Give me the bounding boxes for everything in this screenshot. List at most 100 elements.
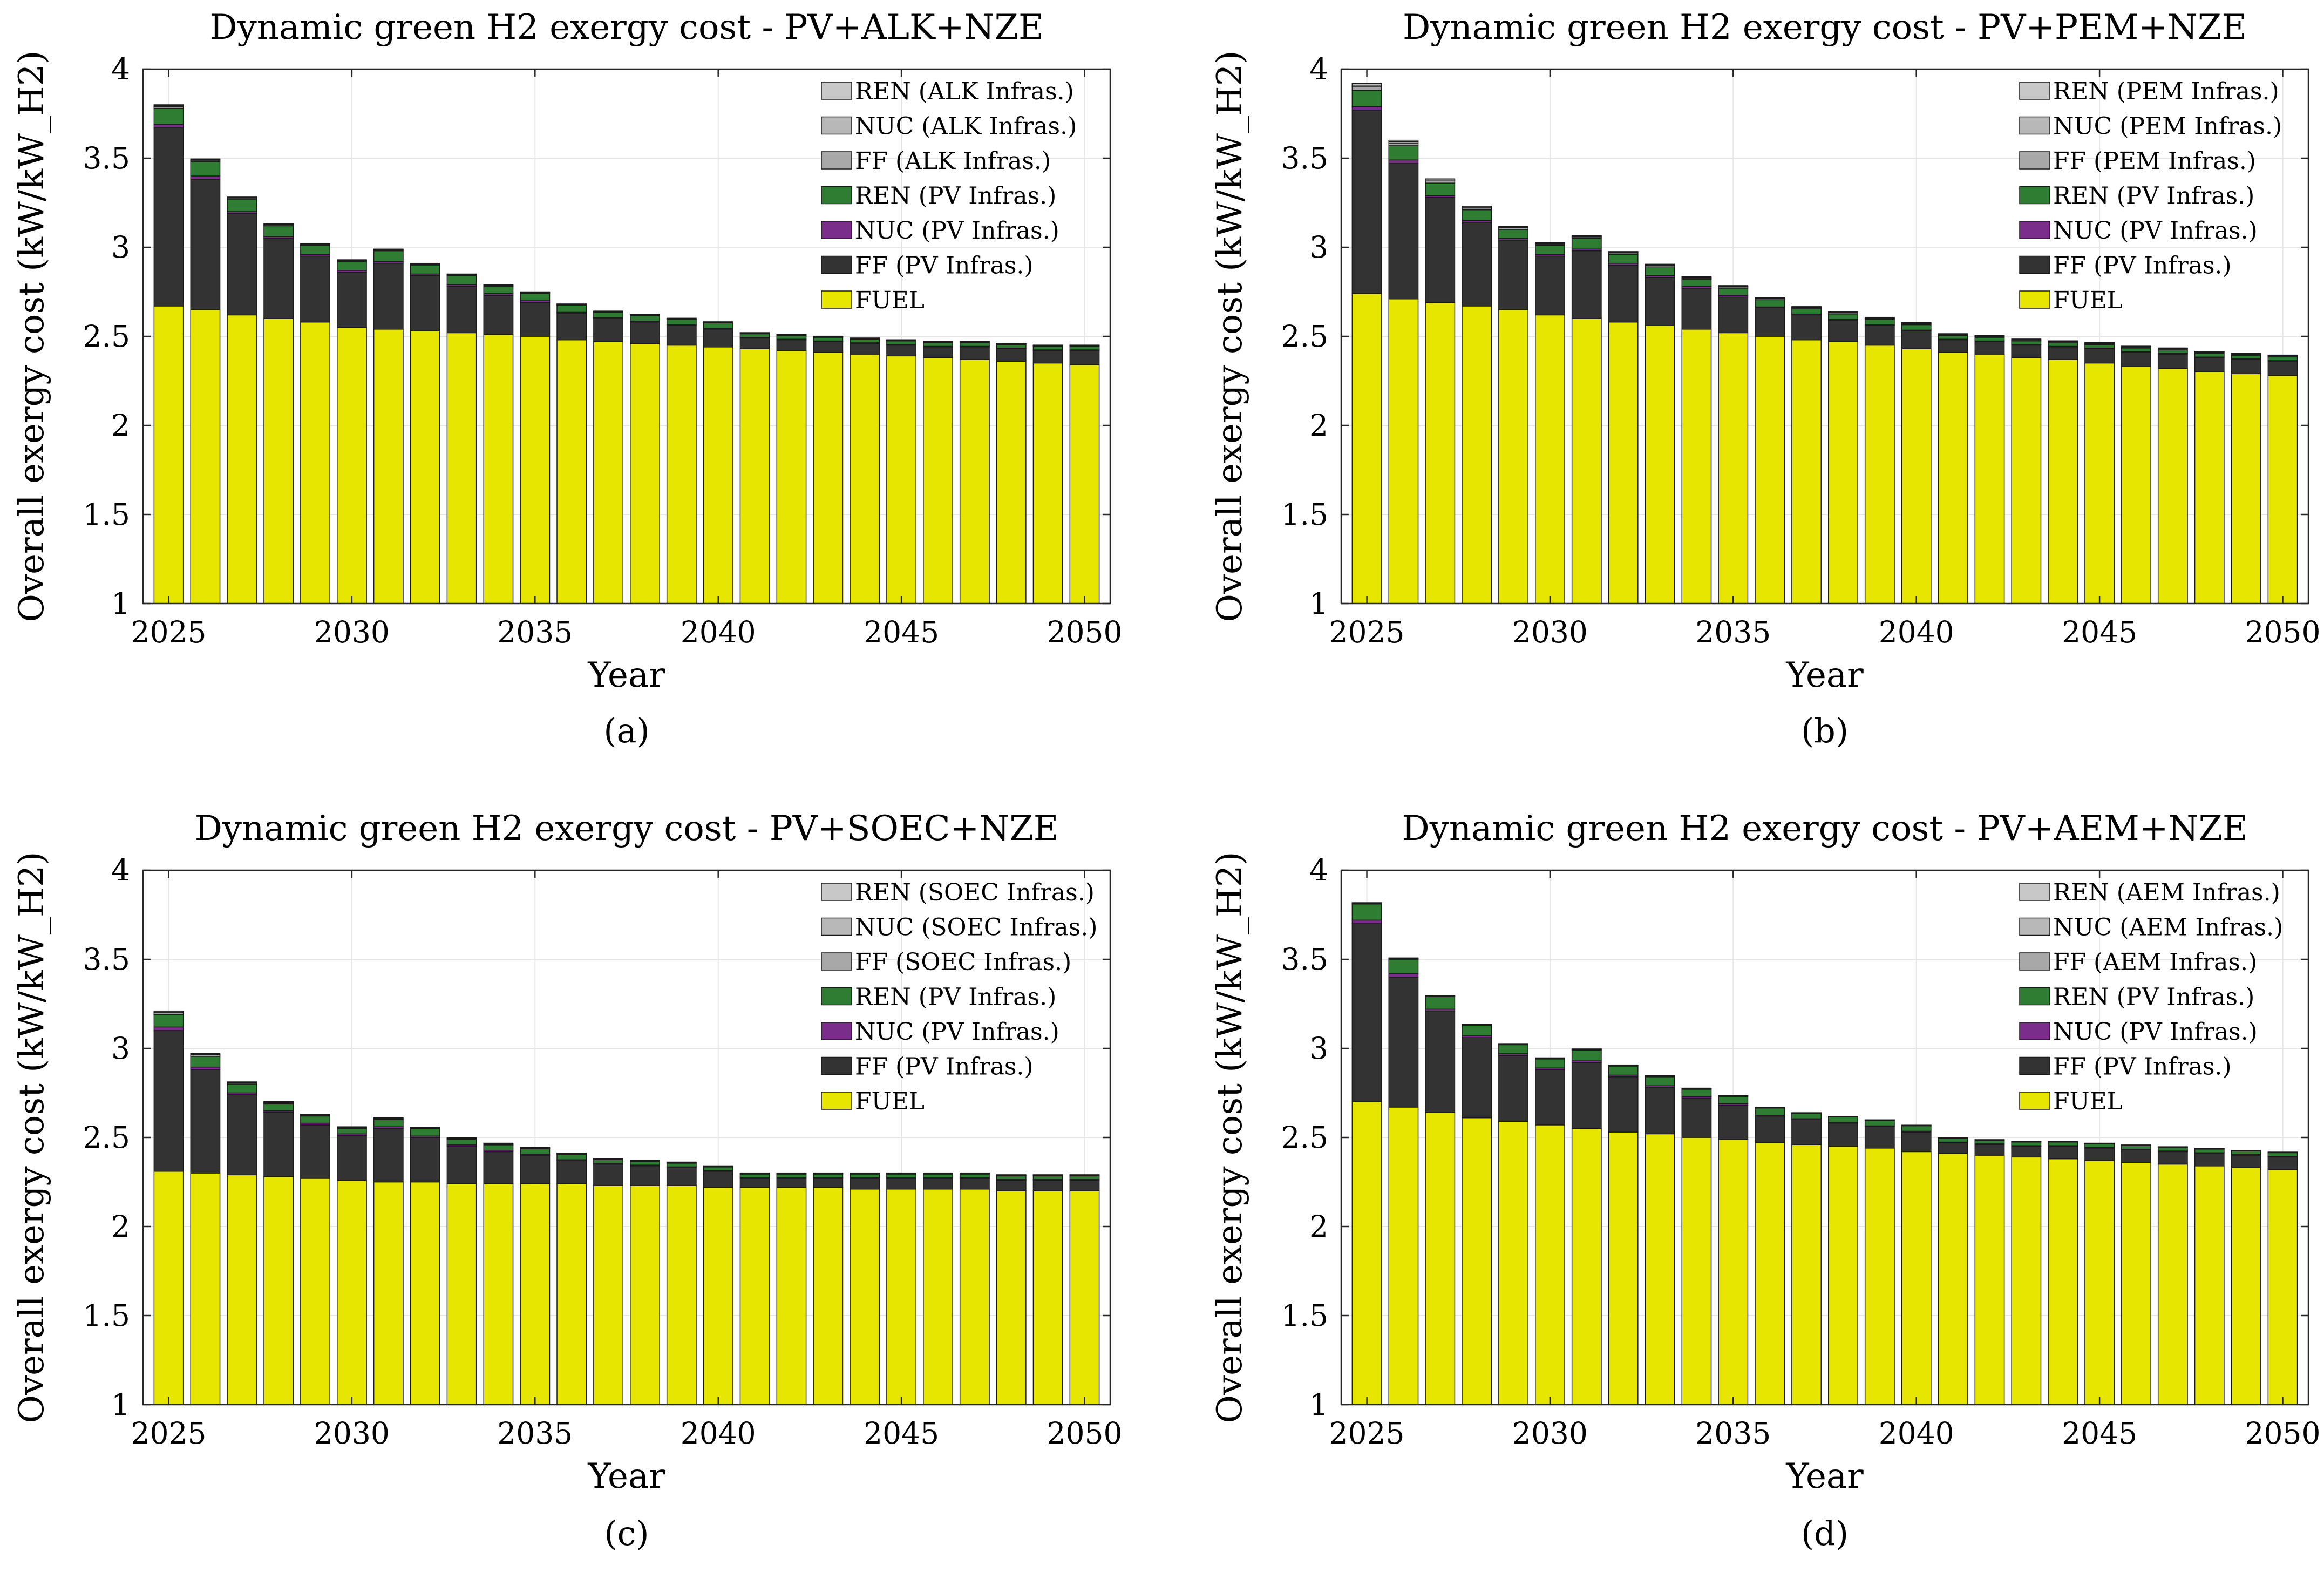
legend-entry: FUEL (2053, 1088, 2123, 1115)
bar-segment-2039-ff-pv-infras- (1864, 1126, 1895, 1149)
bar-segment-2040-fuel (1901, 1151, 1932, 1405)
bar-segment-2034-ren-aem-infras- (1681, 1087, 1712, 1089)
bar-segment-2028-ff-pv-infras- (1462, 222, 1492, 307)
bar-segment-2036-ren-pem-infras- (1755, 297, 1785, 299)
bar-segment-2048-ren-pv-infras- (2194, 1149, 2225, 1154)
x-tick-label: 2030 (1512, 615, 1588, 649)
bar-segment-2032-fuel (1608, 1131, 1639, 1405)
bar-segment-2032-ren-pv-infras- (410, 1128, 440, 1137)
bar-segment-2028-fuel (1462, 306, 1492, 604)
bar-segment-2036-ff-pv-infras- (556, 313, 587, 341)
bar-segment-2034-ren-soec-infras- (483, 1142, 514, 1144)
bar-segment-2025-ff-pem-infras- (1351, 86, 1382, 91)
bar-segment-2044-fuel (2048, 359, 2078, 604)
bar-segment-2026-ff-pv-infras- (1388, 163, 1419, 300)
legend-entry: NUC (PV Infras.) (855, 1018, 1059, 1046)
x-tick-label: 2050 (2245, 615, 2320, 649)
bar-segment-2045-fuel (886, 1188, 916, 1405)
bar-segment-2034-ren-pv-infras- (1681, 279, 1712, 287)
bar-segment-2049-ff-pv-infras- (2231, 1155, 2261, 1168)
bar-segment-2036-ren-pv-infras- (1755, 1107, 1785, 1116)
bar-segment-2045-ren-pv-infras- (2084, 344, 2115, 349)
bar-segment-2025-nuc-pv-infras- (153, 124, 184, 128)
bar-segment-2034-fuel (1681, 1137, 1712, 1405)
bar-segment-2035-fuel (1718, 332, 1749, 604)
bar-segment-2048-ren-pv-infras- (996, 344, 1027, 349)
y-tick-label: 2 (1309, 408, 1328, 443)
bar-segment-2041-fuel (1938, 351, 1968, 604)
bar-segment-2045-ff-pv-infras- (886, 1178, 916, 1190)
bar-segment-2028-ren-pv-infras- (263, 225, 294, 237)
bar-segment-2035-ren-pv-infras- (520, 1148, 551, 1155)
bar-segment-2049-ren-pv-infras- (2231, 1150, 2261, 1155)
bar-segment-2039-ren-alk-infras- (666, 317, 697, 319)
bar-segment-2046-ren-pv-infras- (2121, 1145, 2151, 1150)
bar-segment-2026-nuc-pv-infras- (1388, 159, 1419, 164)
bar-segment-2040-ren-pv-infras- (703, 1167, 733, 1171)
bar-segment-2045-ff-pv-infras- (2084, 348, 2115, 364)
bar-segment-2045-ren-pv-infras- (2084, 1143, 2115, 1148)
chart-panel-a: 1 1.5 2 2.5 3 3.5 4 2025 2030 2035 2040 2045 2050 Dyn… (12, 8, 1122, 750)
bar-segment-2030-ren-pem-infras- (1535, 242, 1565, 244)
bar-segment-2030-fuel (337, 327, 367, 604)
bar-segment-2032-ren-soec-infras- (410, 1127, 440, 1128)
bar-segment-2048-ren-pv-infras- (2194, 353, 2225, 358)
bar-segment-2047-ren-pv-infras- (2157, 349, 2188, 354)
bar-segment-2034-ren-pv-infras- (483, 286, 514, 294)
bar-segment-2050-ff-pv-infras- (1069, 350, 1100, 365)
bar-segment-2044-ren-pv-infras- (850, 338, 880, 343)
bar-segment-2032-fuel (410, 1181, 440, 1405)
bar-segment-2025-ff-pv-infras- (1351, 110, 1382, 294)
bar-segment-2048-fuel (2194, 1166, 2225, 1405)
legend-swatch (821, 917, 852, 936)
bar-segment-2050-ren-pv-infras- (2267, 356, 2298, 361)
bar-segment-2033-ren-aem-infras- (1645, 1075, 1675, 1076)
bar-segment-2039-ren-pv-infras- (1864, 1120, 1895, 1127)
bar-segment-2033-ren-pv-infras- (1645, 266, 1675, 276)
y-tick-label: 2.5 (83, 1120, 130, 1155)
bar-segment-2029-ff-pv-infras- (1498, 1055, 1528, 1122)
bar-segment-2046-ff-pv-infras- (923, 1178, 953, 1190)
chart-title: Dynamic green H2 exergy cost - PV+SOEC+N… (195, 809, 1059, 849)
bar-segment-2025-ren-pv-infras- (153, 1014, 184, 1028)
bar-segment-2029-ren-pv-infras- (1498, 229, 1528, 239)
bar-segment-2044-ff-pv-infras- (2048, 347, 2078, 360)
bar-segment-2039-ff-pv-infras- (666, 325, 697, 346)
bar-segment-2035-ren-aem-infras- (1718, 1095, 1749, 1096)
bar-segment-2032-fuel (1608, 321, 1639, 604)
bar-segment-2038-fuel (1828, 341, 1858, 604)
bar-segment-2037-ren-soec-infras- (593, 1158, 623, 1160)
bar-segment-2027-ren-pv-infras- (227, 199, 257, 212)
bar-segment-2027-fuel (227, 1174, 257, 1405)
bar-segment-2033-ren-pv-infras- (446, 275, 477, 286)
legend-swatch (2019, 151, 2050, 170)
bar-segment-2036-ff-pv-infras- (556, 1160, 587, 1184)
y-tick-label: 3.5 (1281, 141, 1328, 175)
x-tick-label: 2050 (2245, 1416, 2320, 1451)
legend-entry: FUEL (2053, 287, 2123, 314)
bar-segment-2035-ren-soec-infras- (520, 1147, 551, 1148)
legend-entry: FF (SOEC Infras.) (855, 948, 1071, 976)
legend-swatch (821, 987, 852, 1006)
bar-segment-2048-ren-pv-infras- (996, 1175, 1027, 1180)
legend-swatch (2019, 255, 2050, 274)
bar-segment-2039-fuel (1864, 344, 1895, 604)
bar-segment-2035-ren-alk-infras- (520, 291, 551, 293)
bar-segment-2031-ff-pv-infras- (1571, 1062, 1602, 1129)
bar-segment-2038-ren-pv-infras- (1828, 314, 1858, 320)
bar-segment-2048-fuel (996, 361, 1027, 604)
legend-entry: NUC (PV Infras.) (2053, 1018, 2258, 1046)
bar-segment-2034-ff-pv-infras- (1681, 288, 1712, 330)
bar-segment-2037-ff-pv-infras- (593, 1163, 623, 1186)
bar-segment-2030-ren-pv-infras- (337, 1128, 367, 1135)
y-axis-label: Overall exergy cost (kW/kW_H2) (12, 51, 52, 622)
x-axis-label: Year (1785, 655, 1864, 695)
bar-segment-2050-ff-pv-infras- (1069, 1180, 1100, 1191)
x-tick-label: 2035 (1695, 615, 1771, 649)
legend-swatch (821, 1056, 852, 1075)
bar-segment-2030-ff-pv-infras- (337, 272, 367, 328)
bar-segment-2042-ren-alk-infras- (776, 334, 807, 335)
bar-segment-2028-ren-pem-infras- (1462, 206, 1492, 208)
bar-segment-2025-fuel (153, 1170, 184, 1405)
bar-segment-2029-ff-pv-infras- (300, 255, 330, 323)
